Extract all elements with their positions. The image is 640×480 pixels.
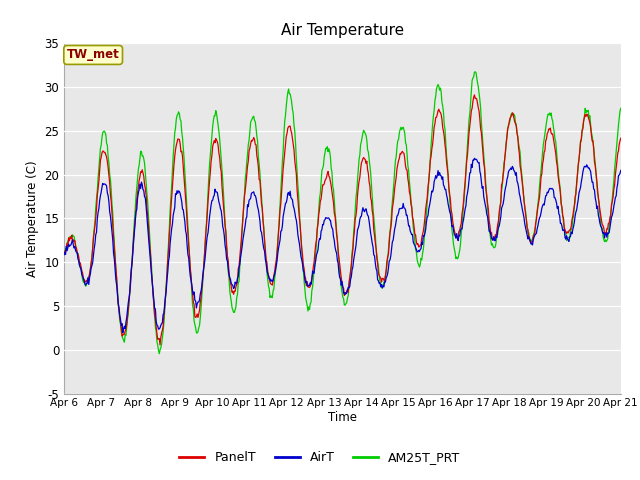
AirT — [411, 242, 419, 248]
Y-axis label: Air Temperature (C): Air Temperature (C) — [26, 160, 38, 276]
PanelT — [185, 243, 193, 249]
PanelT — [428, 154, 435, 159]
PanelT — [470, 92, 478, 98]
AM25T_PRT — [472, 69, 479, 74]
Legend: PanelT, AirT, AM25T_PRT: PanelT, AirT, AM25T_PRT — [174, 446, 466, 469]
AirT — [428, 193, 435, 199]
AirT — [60, 252, 68, 258]
PanelT — [214, 143, 222, 148]
AirT — [119, 330, 127, 336]
AM25T_PRT — [156, 351, 163, 357]
Title: Air Temperature: Air Temperature — [281, 23, 404, 38]
AM25T_PRT — [214, 122, 222, 128]
AirT — [70, 245, 78, 251]
AirT — [185, 255, 193, 261]
PanelT — [127, 268, 135, 274]
AirT — [214, 194, 222, 200]
AM25T_PRT — [411, 239, 419, 245]
AM25T_PRT — [127, 267, 135, 273]
AM25T_PRT — [185, 237, 193, 243]
X-axis label: Time: Time — [328, 411, 357, 424]
PanelT — [617, 135, 625, 141]
Line: AirT: AirT — [64, 158, 621, 333]
Line: PanelT: PanelT — [64, 95, 621, 345]
AM25T_PRT — [60, 249, 68, 255]
AM25T_PRT — [428, 143, 435, 148]
AM25T_PRT — [70, 233, 78, 239]
AM25T_PRT — [617, 106, 625, 111]
PanelT — [411, 231, 419, 237]
AirT — [617, 168, 625, 173]
AirT — [128, 259, 136, 264]
Text: TW_met: TW_met — [67, 48, 120, 61]
PanelT — [60, 249, 68, 255]
AirT — [470, 156, 478, 161]
PanelT — [70, 239, 78, 244]
PanelT — [156, 342, 164, 348]
Line: AM25T_PRT: AM25T_PRT — [64, 72, 621, 354]
